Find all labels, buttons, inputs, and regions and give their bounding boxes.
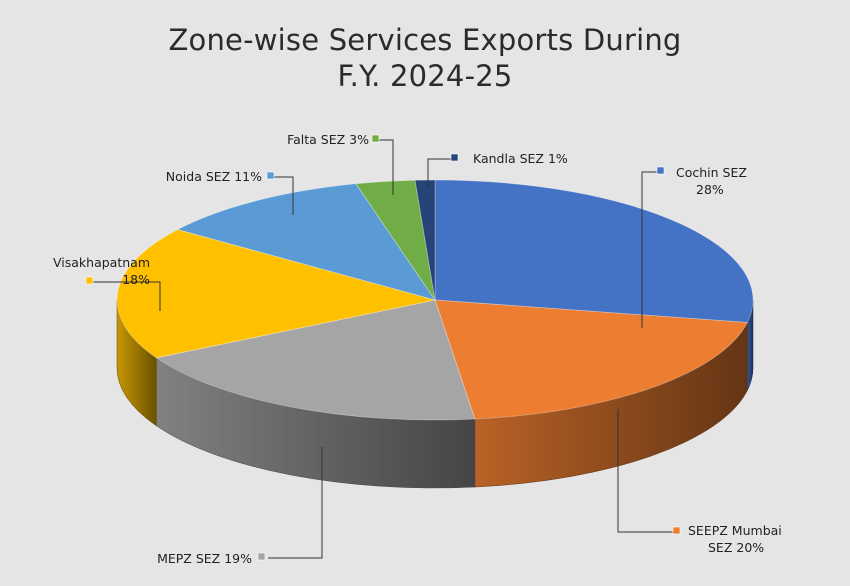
data-label-cochin-sez: Cochin SEZ 28% [676,165,747,197]
legend-marker-noida-sez [266,171,275,180]
pie-slice-noida-sez [176,183,436,301]
data-label-kandla-sez: Kandla SEZ 1% [473,151,568,166]
data-label-noida-sez: Noida SEZ 11% [166,169,262,184]
leader-line-kandla-sez [427,158,451,188]
pie-slice-mepz-sez [155,299,476,421]
pie-slice-seepz-mumbai-sez [434,299,748,420]
data-label-line-noida-sez-0: Noida SEZ 11% [166,169,262,184]
data-label-line-kandla-sez-0: Kandla SEZ 1% [473,151,568,166]
data-label-line-seepz-mumbai-sez-0: SEEPZ Mumbai [688,523,782,538]
legend-marker-visakhapatnam [85,276,94,285]
data-label-line-cochin-sez-0: Cochin SEZ [676,165,747,180]
leader-line-visakhapatnam [93,281,161,311]
pie-top-faces [116,179,754,421]
chart-title-line-1: Zone-wise Services Exports During [168,23,682,57]
chart-title-line-2: F.Y. 2024-25 [337,59,513,93]
data-label-line-cochin-sez-1: 28% [696,182,724,197]
legend-marker-mepz-sez [257,552,266,561]
pie-labels: Cochin SEZ 28% SEEPZ Mumbai SEZ 20% MEPZ SEZ… [53,132,782,566]
legend-marker-seepz-mumbai-sez [672,526,681,535]
leader-line-cochin-sez [641,171,662,328]
data-label-line-visakhapatnam-1: 18% [122,272,150,287]
data-label-line-falta-sez-0: Falta SEZ 3% [287,132,369,147]
leader-line-mepz-sez [268,447,323,559]
data-label-falta-sez: Falta SEZ 3% [287,132,369,147]
pie-slice-visakhapatnam [116,229,436,359]
leader-line-noida-sez [274,176,294,215]
leader-line-seepz-mumbai-sez [617,409,673,533]
legend-marker-cochin-sez [656,166,665,175]
legend-marker-falta-sez [371,134,380,143]
data-label-line-mepz-sez-0: MEPZ SEZ 19% [157,551,252,566]
chart-title: Zone-wise Services Exports During F.Y. 2… [0,22,850,94]
data-label-seepz-mumbai-sez: SEEPZ Mumbai SEZ 20% [688,523,782,555]
data-label-line-seepz-mumbai-sez-1: SEZ 20% [708,540,764,555]
legend-marker-kandla-sez [450,153,459,162]
pie-slice-kandla-sez [414,179,436,301]
data-label-visakhapatnam: Visakhapatnam 18% [53,255,150,287]
leader-line-falta-sez [379,139,394,195]
data-label-mepz-sez: MEPZ SEZ 19% [157,551,252,566]
pie-slice-falta-sez [355,179,436,301]
pie-slice-cochin-sez [434,179,754,323]
pie-side-walls [116,299,754,489]
data-label-line-visakhapatnam-0: Visakhapatnam [53,255,150,270]
